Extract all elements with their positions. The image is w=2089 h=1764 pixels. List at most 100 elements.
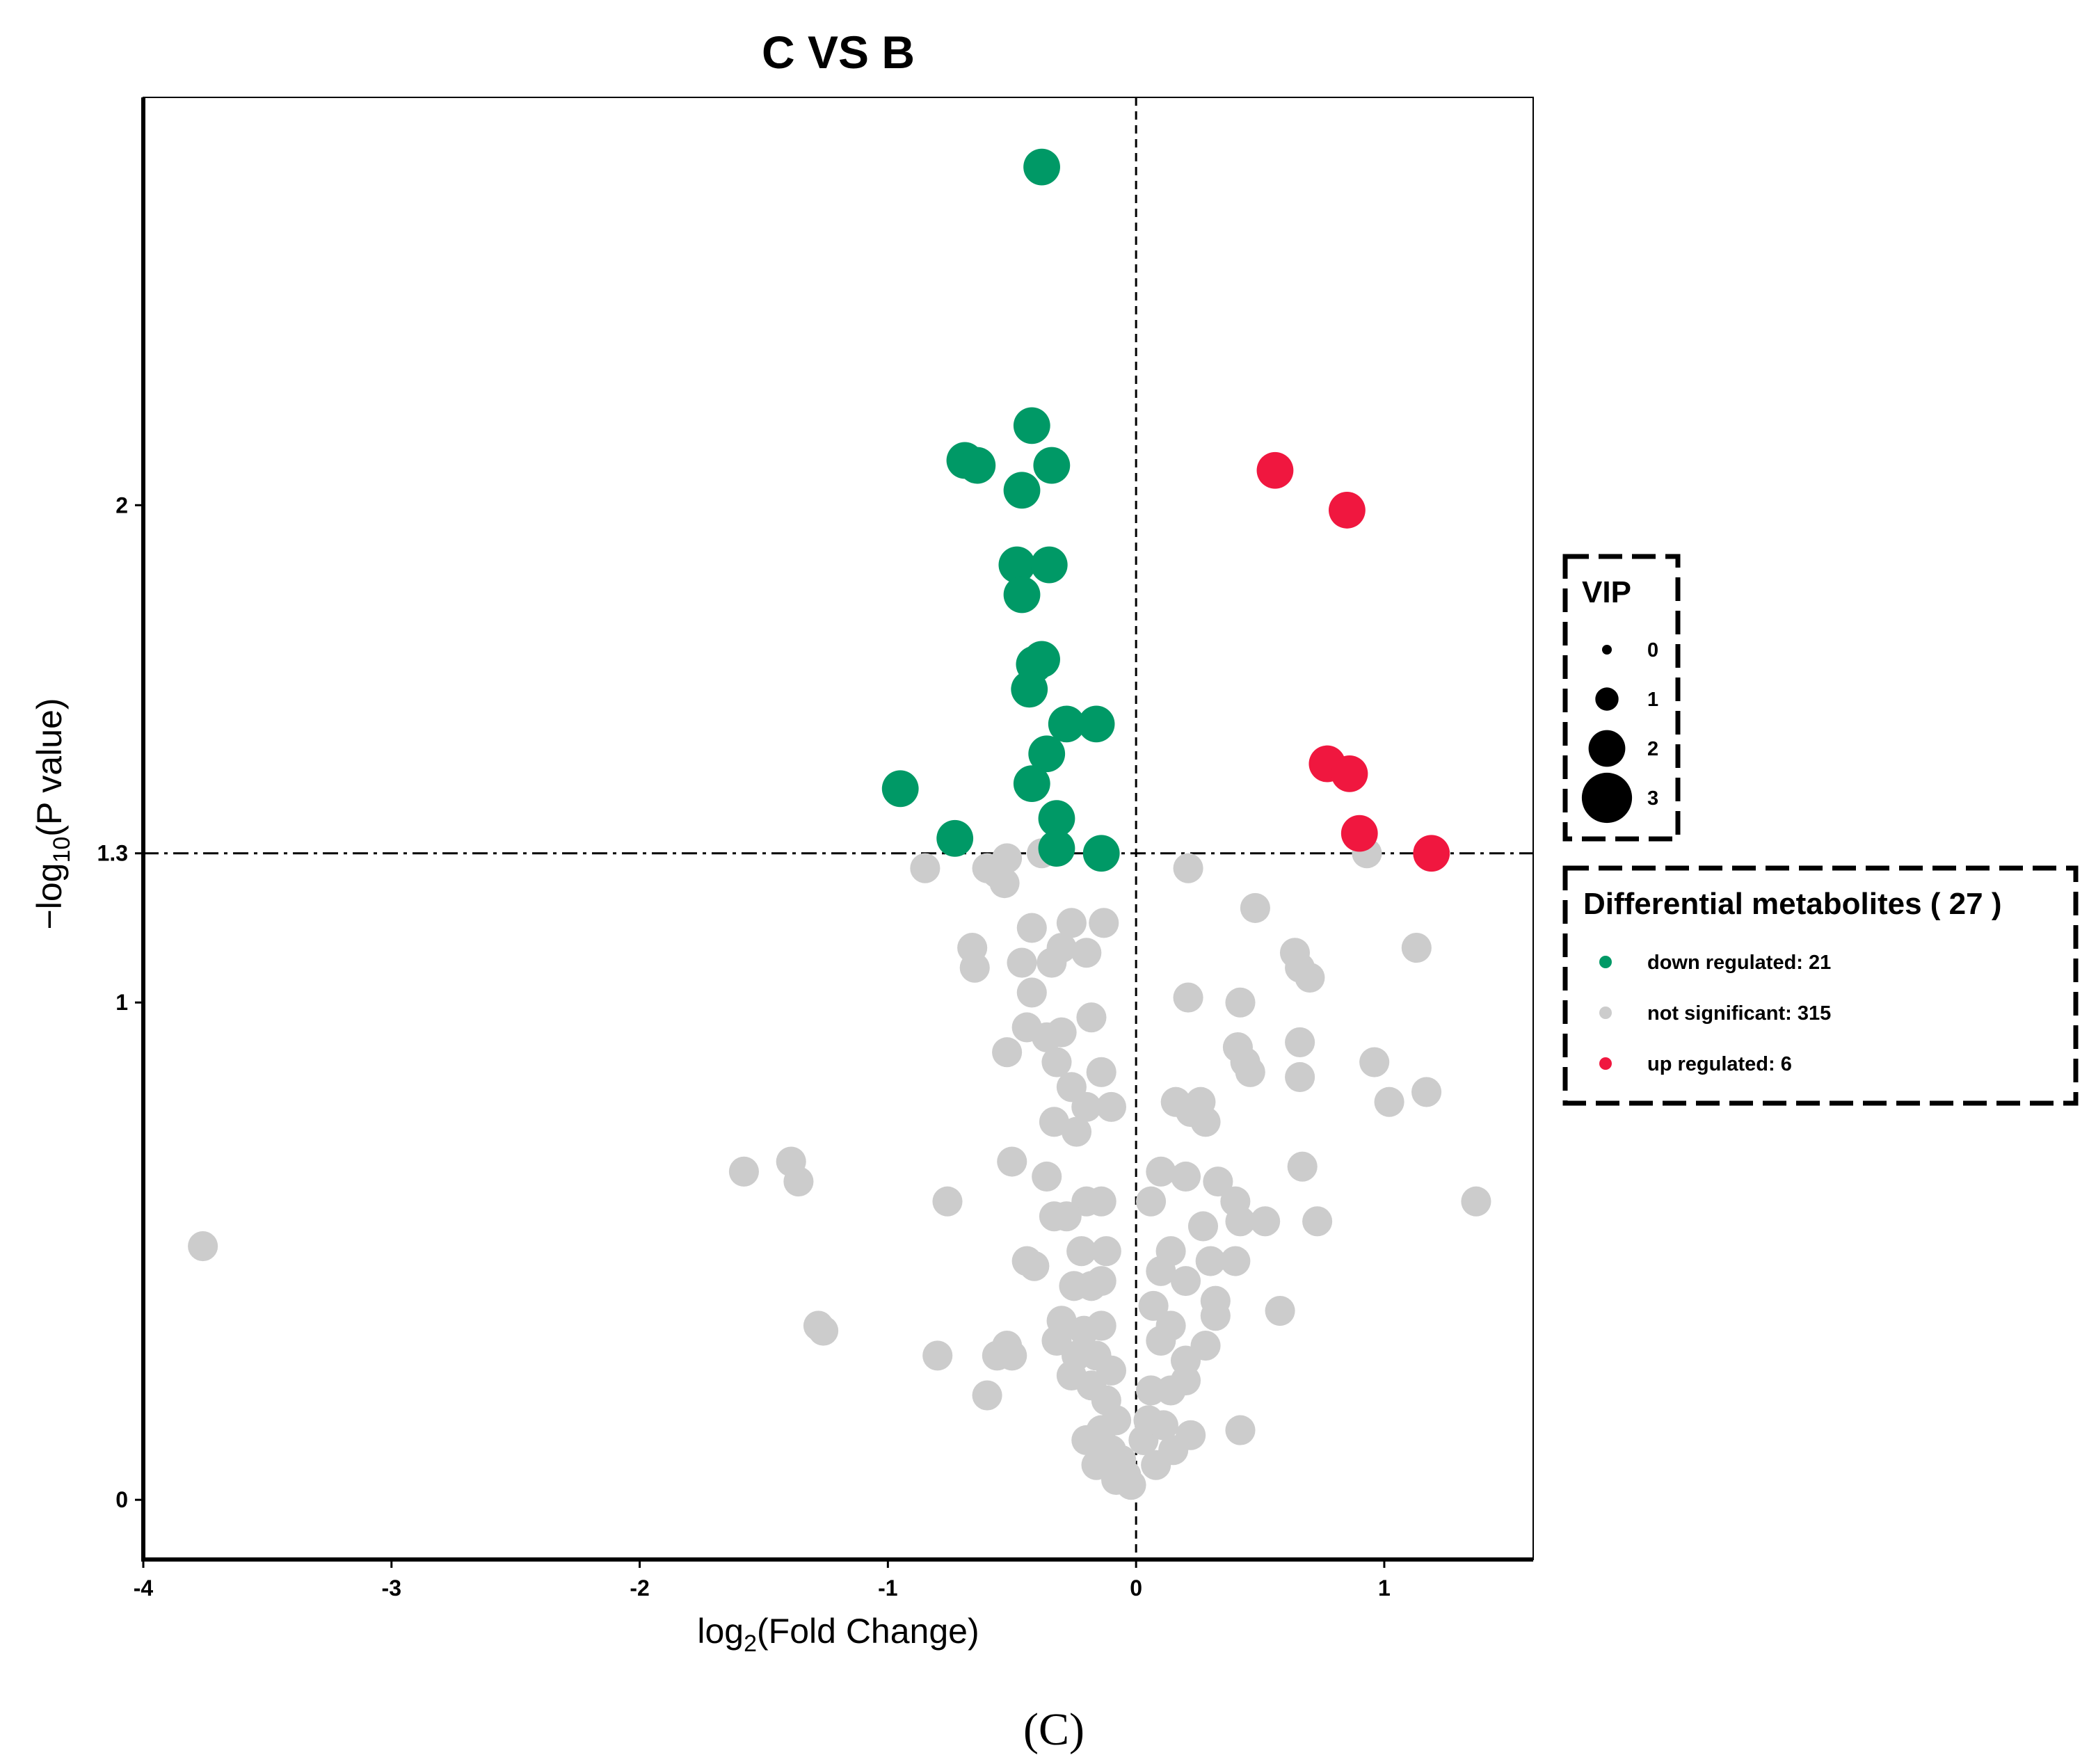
point-ns: [1086, 1266, 1116, 1297]
x-tick-label: -2: [630, 1575, 649, 1601]
vip-legend-box: [1562, 554, 1681, 842]
point-ns: [1146, 1256, 1176, 1286]
point-up: [1413, 835, 1450, 872]
point-ns: [1039, 1201, 1069, 1232]
plot-panel: [143, 97, 1534, 1560]
point-down: [1048, 705, 1085, 743]
point-ns: [1146, 1156, 1176, 1187]
group-legend-label: up regulated: 6: [1647, 1053, 1792, 1075]
point-ns: [1287, 1151, 1318, 1182]
point-ns: [1285, 1027, 1315, 1057]
y-axis-label-prefix: −log: [30, 863, 69, 930]
vip-legend-symbol: [1602, 645, 1612, 655]
point-ns: [1220, 1246, 1251, 1276]
vip-legend-symbol: [1588, 730, 1626, 767]
point-ns: [1041, 1047, 1072, 1077]
point-ns: [1086, 1057, 1116, 1087]
vip-legend-label: 2: [1647, 738, 1658, 760]
y-tick-label: 1.3: [97, 841, 128, 866]
point-ns: [1039, 1107, 1069, 1137]
vip-legend-label: 3: [1647, 787, 1658, 810]
point-ns: [1046, 1017, 1077, 1048]
y-tick-label: 1: [115, 990, 128, 1015]
group-legend-title: Differential metabolites ( 27 ): [1583, 887, 2001, 921]
x-axis-label-suffix: (Fold Change): [757, 1612, 979, 1651]
data-points: [188, 148, 1491, 1500]
point-down: [1028, 735, 1066, 773]
point-down: [1038, 800, 1075, 837]
chart-title: C VS B: [762, 26, 915, 78]
vip-legend-items: 0 1 2 3: [1581, 639, 1658, 824]
x-axis-label-prefix: log: [697, 1612, 744, 1651]
point-down: [959, 447, 996, 484]
point-ns: [1096, 1091, 1127, 1122]
point-ns: [1250, 1206, 1281, 1237]
point-down: [1038, 830, 1075, 867]
x-tick-label: -3: [382, 1575, 401, 1601]
figure-caption: (C): [1023, 1704, 1084, 1755]
group-legend-symbol-down: [1599, 956, 1612, 968]
group-legend-box: [1562, 865, 2079, 1106]
vip-legend-symbol: [1595, 687, 1619, 711]
point-down: [998, 546, 1036, 584]
group-legend-symbol-ns: [1599, 1007, 1612, 1019]
point-down: [881, 770, 919, 808]
point-ns: [1411, 1077, 1442, 1107]
point-down: [1013, 765, 1050, 803]
point-ns: [997, 1146, 1027, 1177]
point-ns: [1101, 1465, 1132, 1496]
point-ns: [1285, 1061, 1315, 1093]
point-ns: [992, 1037, 1023, 1068]
point-ns: [1011, 1012, 1042, 1043]
point-ns: [1141, 1450, 1171, 1480]
x-tick-label: -1: [878, 1575, 897, 1601]
point-ns: [1007, 947, 1037, 978]
point-ns: [1170, 1161, 1201, 1192]
point-down: [1003, 472, 1041, 509]
point-ns: [1187, 1211, 1219, 1242]
vip-legend-label: 1: [1647, 689, 1658, 711]
point-ns: [1225, 1206, 1256, 1237]
point-ns: [808, 1315, 839, 1346]
point-ns: [188, 1231, 218, 1262]
point-ns: [1240, 892, 1270, 923]
point-ns: [1089, 908, 1119, 938]
point-ns: [1265, 1295, 1295, 1326]
point-ns: [1066, 1236, 1097, 1267]
y-axis-label-subscript: 10: [49, 837, 75, 863]
point-ns: [1173, 853, 1203, 883]
point-ns: [1136, 1186, 1167, 1217]
point-ns: [1302, 1206, 1333, 1237]
point-ns: [783, 1166, 814, 1197]
point-ns: [1401, 933, 1432, 963]
point-down: [1078, 705, 1115, 743]
point-ns: [1133, 1405, 1164, 1436]
point-ns: [989, 868, 1020, 899]
point-ns: [1071, 1091, 1102, 1122]
point-down: [1082, 835, 1120, 872]
point-ns: [1071, 938, 1102, 968]
point-down: [1011, 671, 1048, 708]
y-tick-label: 2: [115, 492, 128, 518]
point-ns: [1374, 1087, 1404, 1117]
point-ns: [932, 1186, 963, 1217]
point-ns: [728, 1156, 759, 1187]
x-axis-ticks: -4 -3 -2 -1 0 1: [134, 1559, 1391, 1601]
group-legend-items: down regulated: 21 not significant: 315 up…: [1599, 952, 1831, 1075]
group-legend: Differential metabolites ( 27 ) down reg…: [1562, 865, 2079, 1106]
point-down: [1030, 546, 1068, 584]
point-down: [1023, 148, 1060, 186]
point-up: [1256, 451, 1294, 489]
point-ns: [1190, 1107, 1221, 1137]
x-tick-label: 0: [1130, 1575, 1142, 1601]
point-down: [936, 819, 974, 857]
point-ns: [1071, 1425, 1102, 1455]
point-ns: [1146, 1325, 1176, 1356]
point-ns: [1016, 913, 1047, 943]
x-axis-label: log2(Fold Change): [697, 1612, 979, 1657]
point-ns: [1056, 908, 1087, 938]
x-tick-label: -4: [134, 1575, 154, 1601]
vip-legend: VIP 0 1 2 3: [1562, 554, 1681, 842]
point-ns: [1091, 1236, 1121, 1267]
